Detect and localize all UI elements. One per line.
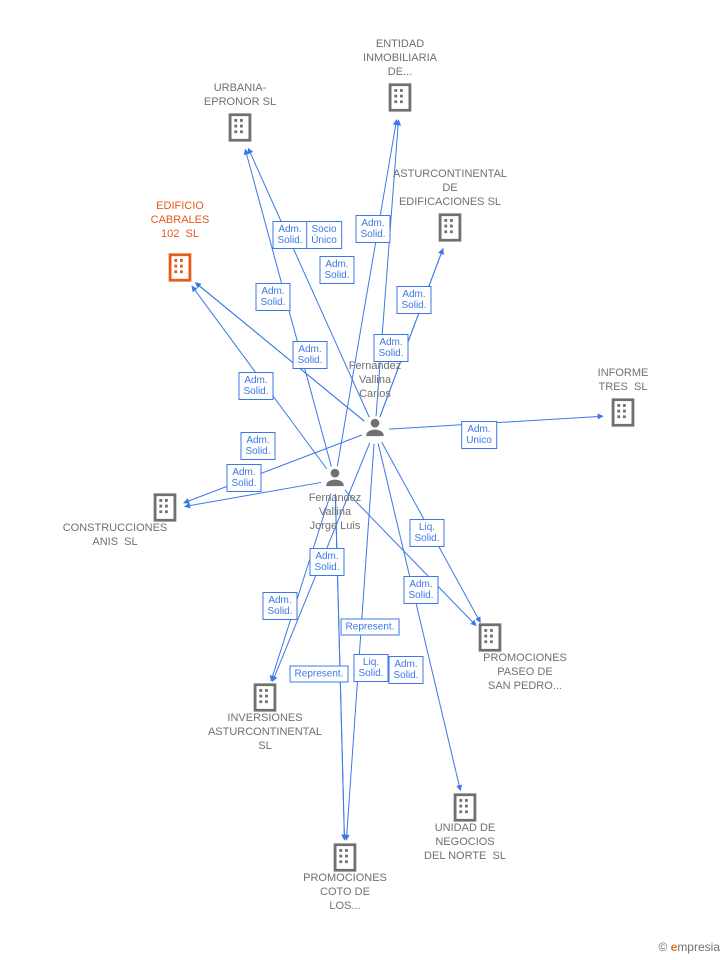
edge-label: Adm. Solid. xyxy=(292,341,327,369)
node-label: ASTURCONTINENTAL DE EDIFICACIONES SL xyxy=(393,168,507,209)
edge-label: Adm. Solid. xyxy=(319,256,354,284)
watermark: © empresia xyxy=(658,940,720,954)
edges-layer xyxy=(0,0,728,960)
edge-label: Liq. Solid. xyxy=(353,654,388,682)
node-label: INFORME TRES SL xyxy=(598,367,649,395)
node-label: Fernandez Vallina Jorge Luis xyxy=(309,492,362,533)
node-label: INVERSIONES ASTURCONTINENTAL SL xyxy=(208,712,322,753)
building-icon xyxy=(163,251,197,290)
edge xyxy=(345,490,476,626)
edge-label: Adm. Solid. xyxy=(240,432,275,460)
person-icon xyxy=(362,415,388,446)
edge-label: Adm. Solid. xyxy=(309,548,344,576)
node-label: PROMOCIONES COTO DE LOS... xyxy=(303,872,387,913)
node-label: Fernandez Vallina Carlos xyxy=(349,360,402,401)
person-icon xyxy=(322,465,348,496)
edge-label: Adm. Solid. xyxy=(262,592,297,620)
node-label: CONSTRUCCIONES ANIS SL xyxy=(63,522,168,550)
edge-label: Adm. Solid. xyxy=(396,286,431,314)
edge-label: Adm. Solid. xyxy=(238,372,273,400)
edge-label: Adm. Solid. xyxy=(403,576,438,604)
edge-label: Represent. xyxy=(341,619,400,636)
node-label: PROMOCIONES PASEO DE SAN PEDRO... xyxy=(483,652,567,693)
node-label: ENTIDAD INMOBILIARIA DE... xyxy=(363,38,437,79)
edge xyxy=(378,444,460,791)
edge-label: Adm. Solid. xyxy=(272,221,307,249)
edge-label: Adm. Solid. xyxy=(226,464,261,492)
edge-label: Adm. Solid. xyxy=(355,215,390,243)
building-icon xyxy=(383,81,417,120)
watermark-rest: mpresia xyxy=(677,940,720,954)
edge-label: Adm. Solid. xyxy=(388,656,423,684)
building-icon xyxy=(433,211,467,250)
edge-label: Liq. Solid. xyxy=(409,519,444,547)
node-label: UNIDAD DE NEGOCIOS DEL NORTE SL xyxy=(424,822,506,863)
building-icon xyxy=(606,396,640,435)
edge-label: Adm. Unico xyxy=(461,421,497,449)
edge-label: Socio Único xyxy=(306,221,342,249)
edge-label: Represent. xyxy=(290,666,349,683)
watermark-prefix: © xyxy=(658,940,670,954)
node-label: URBANIA- EPRONOR SL xyxy=(204,82,276,110)
node-label: EDIFICIO CABRALES 102 SL xyxy=(151,200,210,241)
building-icon xyxy=(223,111,257,150)
edge-label: Adm. Solid. xyxy=(373,334,408,362)
edge-label: Adm. Solid. xyxy=(255,283,290,311)
